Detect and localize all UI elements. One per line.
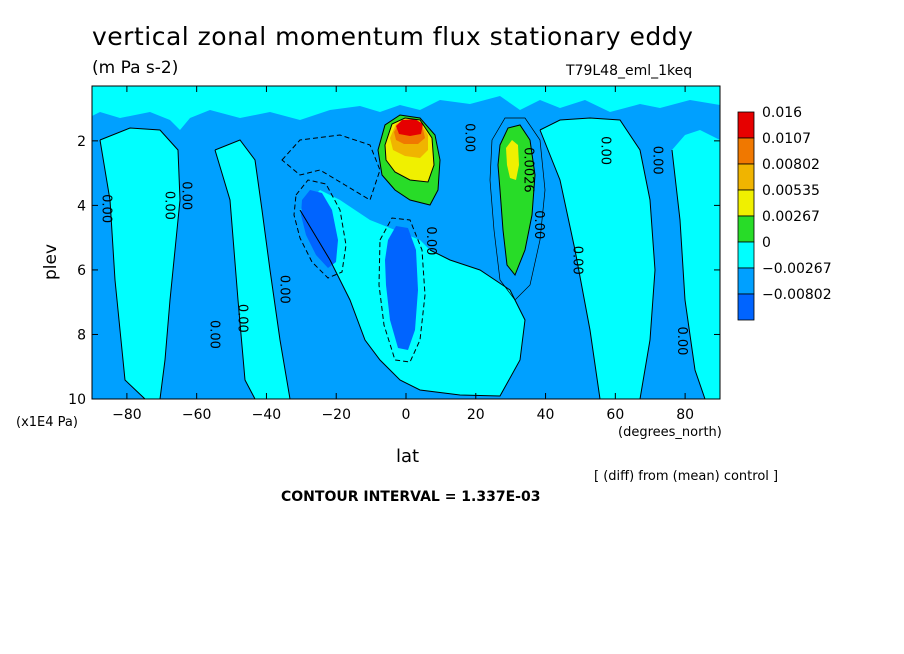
x-tick-label: 0 <box>402 407 411 423</box>
cyan-region-northpole <box>672 130 720 399</box>
positive-lobe-30n-yellow <box>506 140 519 180</box>
x-tick-label: 80 <box>676 407 694 423</box>
zero-contour-d <box>214 139 291 399</box>
y-tick-label: 10 <box>68 392 86 408</box>
colorbar-swatch <box>737 137 755 165</box>
colorbar-level-label: −0.00802 <box>762 287 832 303</box>
y-tick-label: 4 <box>77 198 86 214</box>
zero-contour-c <box>214 149 256 399</box>
plot-area <box>92 86 720 399</box>
x-tick-label: −20 <box>321 407 351 423</box>
positive-contour-30n <box>497 124 536 276</box>
negative-contour-outer <box>281 134 381 201</box>
contour-interval: CONTOUR INTERVAL = 1.337E-03 <box>281 489 541 505</box>
chart-title: vertical zonal momentum flux stationary … <box>92 22 694 51</box>
chart-units: (m Pa s-2) <box>92 58 179 78</box>
zero-contour-g <box>671 149 706 399</box>
zero-contour-a <box>99 139 146 399</box>
zero-contour-e <box>539 129 601 399</box>
diff-note: [ (diff) from (mean) control ] <box>594 469 779 484</box>
contour-label: 0.00 <box>461 123 476 152</box>
contour-label: 0.00 <box>597 136 612 165</box>
contour-label: 0.00 <box>161 191 176 220</box>
zero-contour-f <box>539 117 656 399</box>
positive-contour-eq-inner <box>384 117 435 183</box>
colorbar-swatch <box>737 293 755 321</box>
positive-contour-eq <box>377 114 441 206</box>
x-tick-label: −80 <box>112 407 142 423</box>
colorbar-swatch <box>737 241 755 269</box>
positive-lobe-eq-red <box>396 119 423 136</box>
colorbar-swatch <box>737 111 755 139</box>
colorbar-swatch <box>737 215 755 243</box>
colorbar-swatch <box>737 267 755 295</box>
colorbar-swatch <box>737 189 755 217</box>
cyan-region-southmid <box>215 140 290 399</box>
contour-label-layer: 0.00 0.00 0.000.000.000.000.000.000.00260.… <box>98 123 689 355</box>
colorbar: 0.016 0.0107 0.00802 0.00535 0.00267 0 −0.0026… <box>737 105 832 321</box>
contour-label: 0.0026 <box>521 147 536 193</box>
x-axis-label: lat <box>396 446 420 467</box>
contour-label: 0.00 <box>674 326 689 355</box>
x-axis-unit: (degrees_north) <box>618 425 722 440</box>
x-tick-label: −40 <box>252 407 282 423</box>
colorbar-level-label: −0.00267 <box>762 261 832 277</box>
cyan-region-upper <box>92 86 720 130</box>
zero-contour-h <box>299 209 526 397</box>
colorbar-level-label: 0.00535 <box>762 183 820 199</box>
thin-contour-30n <box>489 117 546 301</box>
cyan-region-south <box>100 128 180 399</box>
x-tick-label: −60 <box>182 407 212 423</box>
x-tick-label: 60 <box>606 407 624 423</box>
contour-label: 0.00 <box>650 146 665 175</box>
zero-contour-b <box>99 127 181 399</box>
colorbar-level-label: 0.00802 <box>762 157 820 173</box>
y-tick-label: 6 <box>77 263 86 279</box>
cyan-region-north <box>540 118 655 399</box>
colorbar-level-label: 0.00267 <box>762 209 820 225</box>
colorbar-level-label: 0 <box>762 235 771 251</box>
negative-contour-25s <box>293 179 347 279</box>
x-tick-label: 20 <box>467 407 485 423</box>
x-tick-label: 40 <box>537 407 555 423</box>
y-tick-label: 8 <box>77 327 86 343</box>
colorbar-level-label: 0.0107 <box>762 131 811 147</box>
negative-lobe-eq <box>385 226 418 350</box>
colorbar-level-label: 0.016 <box>762 105 802 121</box>
y-axis-label: plev <box>41 244 61 280</box>
y-axis-unit: (x1E4 Pa) <box>16 415 78 430</box>
contour-label: 0.00 <box>98 194 113 223</box>
colorbar-swatch <box>737 163 755 191</box>
contour-label: 0.00 <box>569 246 584 275</box>
contour-label: 0.00 <box>531 210 546 239</box>
run-id: T79L48_eml_1keq <box>566 63 693 79</box>
contour-lines <box>99 114 706 399</box>
contour-label: 0.00 <box>423 226 438 255</box>
contour-label: 0.00 <box>235 304 250 333</box>
axes-layer: −80 −60 −40 −20 0 20 40 60 80 2 4 6 8 10 <box>68 86 720 423</box>
contour-label: 0.00 <box>179 181 194 210</box>
y-tick-label: 2 <box>77 134 86 150</box>
negative-lobe-25s <box>301 190 338 268</box>
contour-label: 0.00 <box>207 320 222 349</box>
contour-label: 0.00 <box>276 275 291 304</box>
